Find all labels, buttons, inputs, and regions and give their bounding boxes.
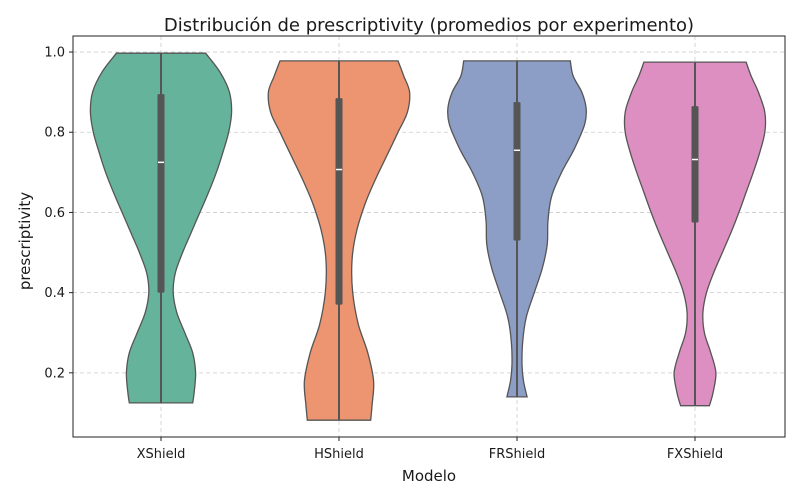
y-tick-label: 0.8 xyxy=(44,126,65,141)
x-tick-label: HShield xyxy=(314,447,364,462)
violin-iqr-box xyxy=(691,106,699,223)
y-tick-label: 0.6 xyxy=(44,206,65,221)
tick-layer: 0.2 0.4 0.6 0.8 1.0 XShield HShield FRShield FXS… xyxy=(44,46,723,462)
y-tick-label: 0.4 xyxy=(44,286,65,301)
plot-frame xyxy=(72,35,786,438)
x-tick-label: XShield xyxy=(137,447,186,462)
x-tick-label: FRShield xyxy=(489,447,545,462)
violin-iqr-box xyxy=(513,102,521,241)
y-axis-label: prescriptivity xyxy=(16,192,34,290)
violin-layer xyxy=(89,52,767,421)
violin-iqr-box xyxy=(157,94,165,293)
chart-title: Distribución de prescriptivity (promedio… xyxy=(164,15,694,36)
y-tick-label: 0.2 xyxy=(44,366,65,381)
violin-iqr-box xyxy=(335,98,343,305)
x-tick-label: FXShield xyxy=(667,447,723,462)
y-tick-label: 1.0 xyxy=(44,46,65,61)
x-axis-label: Modelo xyxy=(402,467,456,485)
